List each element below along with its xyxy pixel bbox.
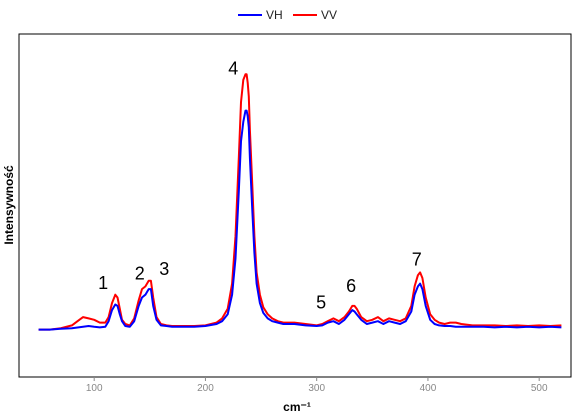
- legend-label-vh: VH: [266, 8, 283, 22]
- peak-label-7: 7: [412, 249, 422, 269]
- x-tick-label-200: 200: [197, 383, 214, 394]
- x-axis-title: cm⁻¹: [283, 400, 311, 414]
- x-tick-label-300: 300: [308, 383, 325, 394]
- peak-label-1: 1: [98, 273, 108, 293]
- peak-annotations: 1 2 3 4 56 7: [98, 58, 422, 312]
- peak-label-2: 2: [135, 263, 145, 283]
- x-tick-label-500: 500: [531, 383, 548, 394]
- series-group: [38, 73, 562, 331]
- x-tick-label-400: 400: [420, 383, 437, 394]
- peak-label-5: 5: [316, 293, 326, 313]
- series-line-vv: [38, 73, 562, 331]
- peak-label-6: 6: [346, 276, 356, 296]
- x-tick-label-100: 100: [86, 383, 103, 394]
- peak-label-3: 3: [159, 259, 169, 279]
- y-axis-title: Intensywność: [2, 165, 16, 245]
- legend: VH VV: [238, 8, 337, 22]
- peak-label-4: 4: [228, 58, 238, 78]
- x-axis: 100 200 300 400 500: [86, 377, 548, 394]
- series-line-vh: [38, 109, 562, 331]
- plot-area: [18, 33, 572, 378]
- legend-label-vv: VV: [321, 8, 337, 22]
